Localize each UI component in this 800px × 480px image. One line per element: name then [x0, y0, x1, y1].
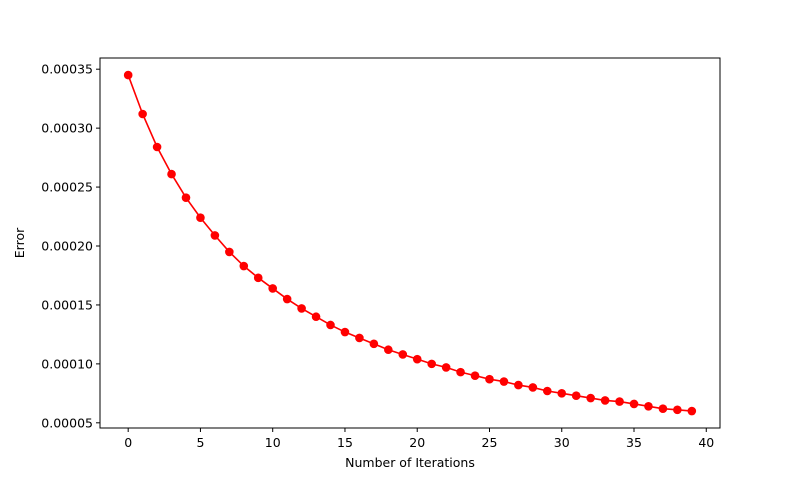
y-tick-label: 0.00035	[41, 62, 93, 77]
x-tick-label: 40	[698, 435, 714, 450]
x-axis-label: Number of Iterations	[345, 455, 475, 470]
x-tick-label: 10	[265, 435, 281, 450]
data-point	[340, 327, 350, 337]
data-point	[123, 70, 133, 80]
data-point	[239, 261, 249, 271]
data-point	[615, 397, 624, 406]
series-line	[127, 74, 692, 412]
x-tick-label: 35	[626, 435, 642, 450]
data-point	[600, 396, 610, 405]
x-tick-label: 5	[196, 435, 204, 450]
data-point	[138, 109, 147, 119]
data-point	[470, 371, 480, 380]
x-tick-label: 15	[337, 435, 353, 450]
data-point	[499, 377, 509, 386]
y-tick-label: 0.00020	[41, 239, 93, 254]
data-point	[311, 312, 321, 322]
data-point	[485, 374, 494, 384]
y-tick-label: 0.00025	[41, 180, 93, 195]
data-point	[687, 406, 697, 416]
x-tick-label: 25	[482, 435, 498, 450]
data-point	[196, 213, 205, 223]
x-axis: 0 5 10 15 20 25 30 35 40	[124, 428, 714, 450]
data-point	[384, 345, 393, 355]
data-point	[210, 231, 220, 240]
data-point	[398, 350, 408, 359]
data-point	[225, 247, 234, 257]
data-point	[152, 142, 162, 152]
data-point	[412, 354, 422, 364]
data-point	[571, 391, 581, 401]
data-point	[268, 284, 278, 293]
y-axis-label: Error	[12, 227, 27, 258]
data-point	[297, 304, 306, 313]
y-tick-label: 0.00030	[41, 121, 93, 136]
plot-area	[100, 58, 720, 428]
data-point	[644, 402, 653, 411]
data-point	[355, 333, 364, 343]
y-tick-label: 0.00015	[41, 297, 93, 312]
y-tick-label: 0.00005	[41, 415, 93, 430]
data-point	[658, 404, 668, 413]
y-axis: 0.00005 0.00010 0.00015 0.00020 0.00025 0.000…	[41, 62, 100, 430]
data-point	[326, 320, 335, 330]
data-point	[167, 169, 176, 179]
data-point	[282, 294, 292, 304]
data-point	[586, 393, 595, 403]
x-tick-label: 30	[554, 435, 570, 450]
data-point	[542, 386, 552, 396]
x-tick-label: 20	[409, 435, 425, 450]
data-point	[441, 363, 451, 372]
data-point	[253, 273, 263, 283]
data-point	[673, 405, 682, 415]
data-point	[369, 339, 379, 349]
data-point	[427, 359, 436, 369]
plot-frame	[99, 57, 721, 429]
y-tick-label: 0.00010	[41, 356, 93, 371]
series-layer	[123, 70, 697, 416]
x-tick-label: 0	[124, 435, 132, 450]
data-point	[629, 399, 639, 409]
data-point	[528, 383, 538, 392]
data-point	[557, 389, 567, 398]
data-point	[514, 380, 523, 390]
data-point	[181, 193, 191, 202]
data-point	[456, 367, 465, 377]
